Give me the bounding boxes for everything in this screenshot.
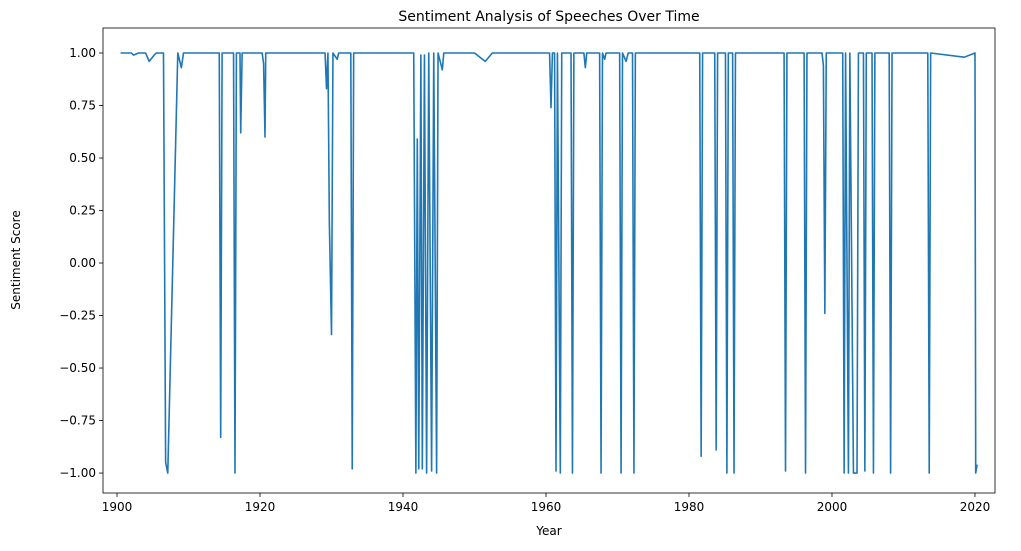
- x-tick-label: 1960: [531, 500, 562, 514]
- x-tick-label: 1940: [388, 500, 419, 514]
- y-axis-label: Sentiment Score: [9, 210, 23, 309]
- y-tick-label: 0.75: [69, 99, 96, 113]
- x-axis-label: Year: [535, 524, 561, 538]
- y-tick-label: −0.50: [59, 361, 96, 375]
- chart-title: Sentiment Analysis of Speeches Over Time: [398, 9, 699, 25]
- data-line: [120, 52, 978, 474]
- y-tick-label: 0.25: [69, 204, 96, 218]
- x-tick-label: 1900: [102, 500, 133, 514]
- x-tick-label: 2000: [817, 500, 848, 514]
- y-tick-label: −0.75: [59, 414, 96, 428]
- plot-frame: [102, 27, 996, 494]
- x-tick-label: 1980: [674, 500, 705, 514]
- y-tick-label: −1.00: [59, 466, 96, 480]
- y-tick-label: 0.50: [69, 151, 96, 165]
- y-tick-label: 1.00: [69, 46, 96, 60]
- x-tick-label: 1920: [245, 500, 276, 514]
- x-tick-label: 2020: [960, 500, 991, 514]
- y-tick-label: −0.25: [59, 309, 96, 323]
- y-tick-label: 0.00: [69, 256, 96, 270]
